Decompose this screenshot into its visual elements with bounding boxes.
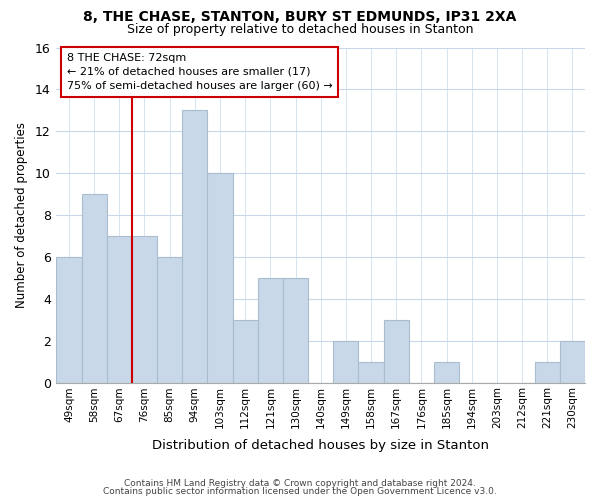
Text: 8, THE CHASE, STANTON, BURY ST EDMUNDS, IP31 2XA: 8, THE CHASE, STANTON, BURY ST EDMUNDS, … bbox=[83, 10, 517, 24]
Bar bbox=[358, 362, 383, 384]
Text: Contains public sector information licensed under the Open Government Licence v3: Contains public sector information licen… bbox=[103, 487, 497, 496]
Bar bbox=[132, 236, 157, 384]
Bar bbox=[208, 174, 233, 384]
Bar bbox=[157, 258, 182, 384]
Bar bbox=[82, 194, 107, 384]
Bar bbox=[560, 342, 585, 384]
Text: Size of property relative to detached houses in Stanton: Size of property relative to detached ho… bbox=[127, 22, 473, 36]
Bar bbox=[233, 320, 258, 384]
Bar bbox=[182, 110, 208, 384]
Bar bbox=[258, 278, 283, 384]
Bar bbox=[535, 362, 560, 384]
Bar bbox=[333, 342, 358, 384]
Y-axis label: Number of detached properties: Number of detached properties bbox=[15, 122, 28, 308]
Bar bbox=[283, 278, 308, 384]
Text: 8 THE CHASE: 72sqm
← 21% of detached houses are smaller (17)
75% of semi-detache: 8 THE CHASE: 72sqm ← 21% of detached hou… bbox=[67, 52, 332, 92]
Bar bbox=[107, 236, 132, 384]
X-axis label: Distribution of detached houses by size in Stanton: Distribution of detached houses by size … bbox=[152, 440, 489, 452]
Bar bbox=[383, 320, 409, 384]
Text: Contains HM Land Registry data © Crown copyright and database right 2024.: Contains HM Land Registry data © Crown c… bbox=[124, 478, 476, 488]
Bar bbox=[56, 258, 82, 384]
Bar bbox=[434, 362, 459, 384]
